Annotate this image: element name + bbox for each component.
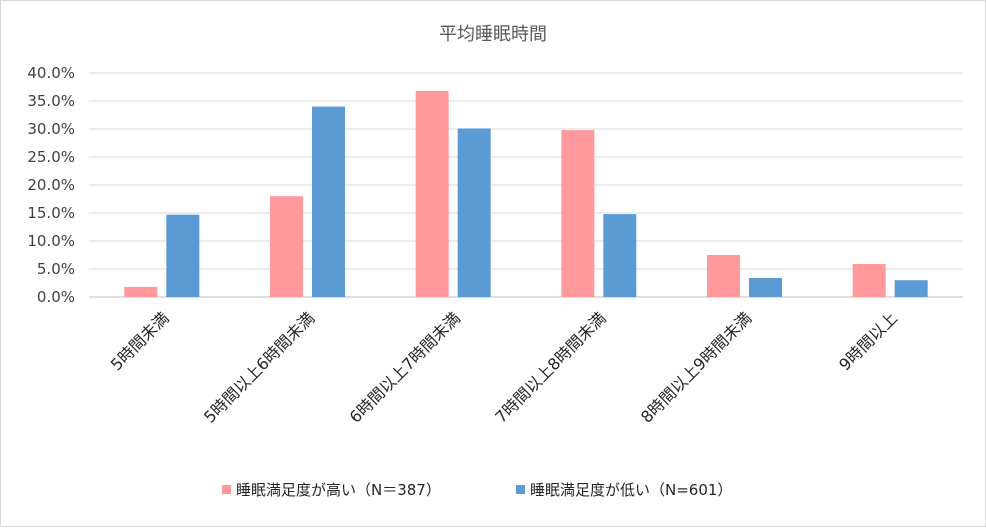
y-tick-label: 30.0% bbox=[27, 120, 75, 138]
x-tick-label: 6時間以上7時間未満 bbox=[346, 308, 464, 426]
bar-series-1 bbox=[561, 130, 595, 297]
bar-series-1 bbox=[415, 90, 449, 297]
legend: 睡眠満足度が高い（N＝387） 睡眠満足度が低い（N=601） bbox=[222, 481, 732, 499]
y-tick-label: 20.0% bbox=[27, 176, 75, 194]
y-tick-label: 0.0% bbox=[37, 288, 75, 306]
x-axis-ticks: 5時間未満 5時間以上6時間未満 6時間以上7時間未満 7時間以上8時間未満 8時間以上… bbox=[107, 308, 901, 426]
legend-swatch bbox=[222, 485, 231, 494]
y-tick-label: 10.0% bbox=[27, 232, 75, 250]
bar-series-2 bbox=[603, 214, 637, 297]
bar-series-1 bbox=[270, 196, 303, 297]
bar-series-2 bbox=[894, 280, 928, 297]
x-tick-label: 7時間以上8時間未満 bbox=[491, 308, 609, 426]
y-axis-ticks: 0.0% 5.0% 10.0% 15.0% 20.0% 25.0% 30.0% 35.0% 40… bbox=[27, 64, 75, 306]
bars bbox=[124, 90, 928, 297]
chart-title: 平均睡眠時間 bbox=[439, 24, 547, 45]
bar-series-1 bbox=[852, 263, 886, 297]
gridlines bbox=[89, 72, 963, 298]
bar-series-1 bbox=[707, 255, 740, 297]
bar-series-2 bbox=[457, 128, 491, 297]
bar-series-2 bbox=[749, 277, 782, 297]
x-tick-label: 5時間以上6時間未満 bbox=[200, 308, 318, 426]
y-tick-label: 15.0% bbox=[27, 204, 75, 222]
bar-series-2 bbox=[312, 106, 345, 297]
bar-series-1 bbox=[124, 286, 158, 297]
legend-swatch bbox=[516, 485, 525, 494]
bar-series-2 bbox=[166, 214, 200, 297]
y-tick-label: 35.0% bbox=[27, 92, 75, 110]
x-tick-label: 8時間以上9時間未満 bbox=[637, 308, 755, 426]
y-tick-label: 40.0% bbox=[27, 64, 75, 82]
y-tick-label: 25.0% bbox=[27, 148, 75, 166]
legend-label: 睡眠満足度が高い（N＝387） bbox=[236, 481, 441, 499]
legend-label: 睡眠満足度が低い（N=601） bbox=[530, 481, 732, 499]
x-tick-label: 5時間未満 bbox=[107, 308, 173, 374]
y-tick-label: 5.0% bbox=[37, 260, 75, 278]
x-tick-label: 9時間以上 bbox=[835, 308, 901, 374]
